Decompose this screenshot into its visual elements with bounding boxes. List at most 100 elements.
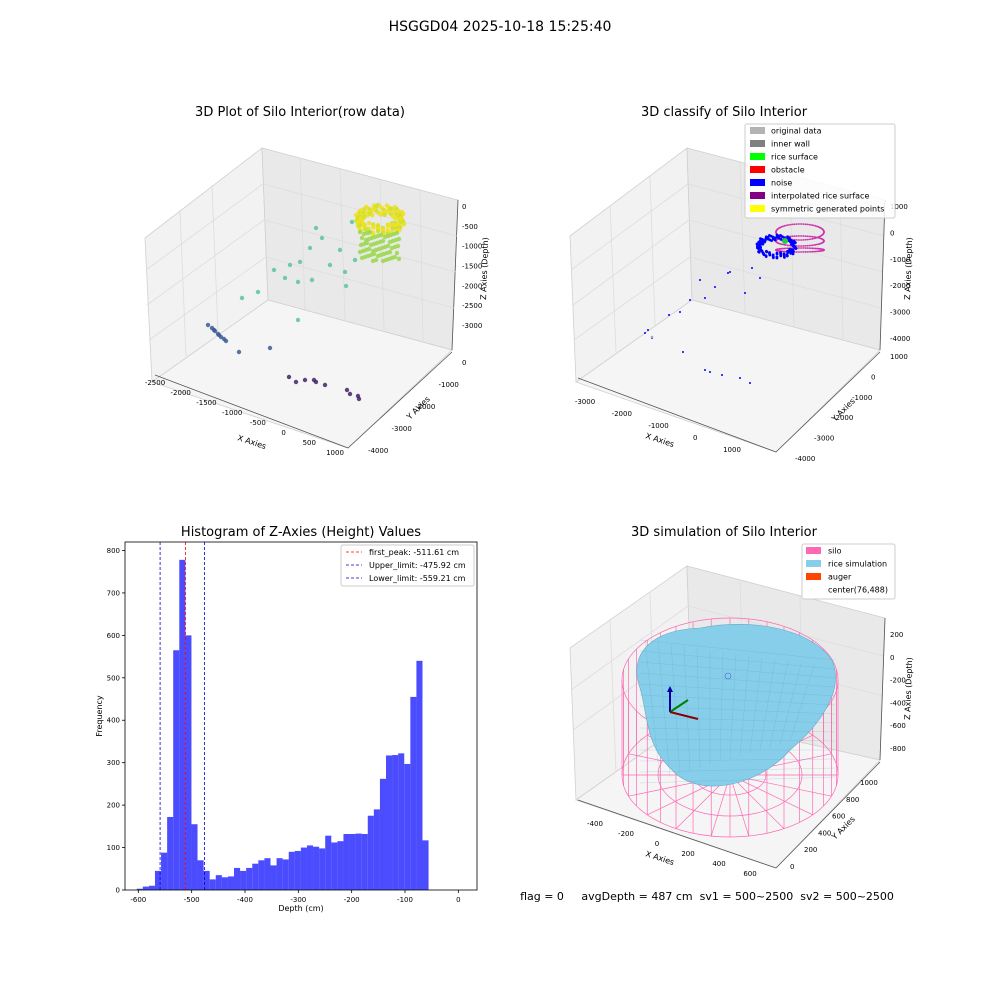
tick-label: -1000 [648, 422, 668, 430]
legend-label: silo [828, 547, 842, 556]
legend-label: Lower_limit: -559.21 cm [369, 574, 466, 583]
purple-point [804, 244, 807, 247]
tick-label: -2000 [890, 282, 910, 290]
noise-point [764, 255, 768, 258]
noise-point [759, 277, 761, 279]
mesh-line [639, 672, 836, 688]
purple-point [809, 238, 812, 241]
noise-point [773, 238, 777, 242]
tick-label: -2000 [833, 414, 853, 422]
tick-label: 0 [281, 429, 285, 437]
x-tick-label: -300 [290, 896, 306, 904]
scatter-point [267, 345, 273, 351]
purple-point [806, 223, 809, 226]
noise-point [714, 286, 716, 288]
purple-point [804, 235, 807, 238]
scatter-point [282, 275, 288, 281]
purple-point [782, 225, 784, 228]
scatter-point [357, 249, 363, 255]
hist-bar [386, 755, 393, 890]
legend-swatch [750, 192, 765, 199]
noise-point [704, 297, 706, 299]
tick-label: 0 [693, 434, 697, 442]
purple-point [811, 237, 814, 240]
mesh-line [739, 655, 750, 757]
mesh-line [683, 645, 691, 772]
hist-bar [161, 852, 168, 890]
legend-label: interpolated rice surface [771, 192, 869, 201]
hist-legend: first_peak: -511.61 cm Upper_limit: -475.… [340, 544, 475, 587]
noise-point [682, 351, 684, 353]
scatter-point [375, 253, 381, 259]
scatter-point [255, 289, 261, 295]
purple-point [788, 223, 791, 226]
x-tick-label: -600 [130, 896, 146, 904]
hist-ylabel: Frequency [95, 695, 104, 737]
hist-bar [361, 833, 368, 890]
tick-label: -3000 [814, 435, 834, 443]
purple-point [799, 245, 801, 247]
purple-point [799, 247, 801, 249]
x-tick-label: -400 [237, 896, 253, 904]
tick-label: -4000 [795, 455, 815, 463]
tick-label: 600 [832, 813, 845, 821]
tick-label: -1000 [462, 243, 482, 251]
purple-point [813, 224, 816, 227]
purple-point [811, 244, 814, 247]
scatter-point [271, 267, 277, 273]
scatter-point [216, 332, 222, 338]
scatter-point [363, 237, 369, 243]
noise-point [785, 254, 789, 258]
purple-point [797, 235, 800, 237]
mesh-line [696, 647, 701, 769]
scatter-point [211, 327, 217, 333]
noise-point [744, 292, 746, 294]
scatter-point [358, 242, 364, 248]
scatter-point [396, 256, 402, 262]
panel-simulation-3d: 3D simulation of Silo Interior [569, 525, 914, 878]
y-tick-label: 600 [107, 632, 120, 640]
noise-point [727, 272, 729, 274]
purple-point [811, 247, 814, 250]
scatter-point [327, 262, 333, 268]
purple-point [800, 235, 803, 237]
tick-label: 400 [818, 829, 831, 837]
noise-point [679, 311, 681, 313]
y-tick-label: 100 [107, 844, 120, 852]
purple-point [808, 247, 811, 250]
tick-label: 200 [890, 631, 903, 639]
purple-point [783, 225, 786, 227]
tick-label: -3000 [575, 398, 595, 406]
panel2-zticks: -4000 -3000 -2000 -1000 0 1000 [890, 203, 910, 343]
panel3-title: Histogram of Z-Axies (Height) Values [181, 525, 421, 540]
purple-point [814, 225, 817, 227]
panel-histogram: Histogram of Z-Axies (Height) Values -60… [95, 525, 478, 913]
hist-bar [373, 809, 380, 890]
panel1-zticks: -3000 -2500 -2000 -1500 -1000 -500 0 [462, 203, 482, 330]
noise-point [775, 252, 779, 256]
panel2-zlabel: Z Axies (Depth) [903, 237, 914, 300]
legend-swatch [806, 573, 821, 580]
noise-point [757, 245, 761, 249]
legend-label: symmetric generated points [771, 205, 884, 214]
hist-bar [154, 870, 162, 890]
scatter-point [375, 229, 381, 234]
scatter-point [357, 222, 363, 228]
tick-label: 0 [890, 654, 894, 662]
panel-raw-3d: 3D Plot of Silo Interior(row data) -2500… [144, 105, 490, 457]
panel4-title: 3D simulation of Silo Interior [631, 525, 818, 540]
purple-point [784, 224, 787, 227]
mesh-line [639, 683, 836, 697]
legend-swatch [750, 179, 765, 186]
purple-point [782, 247, 784, 250]
purple-point [814, 247, 817, 250]
panel1-title: 3D Plot of Silo Interior(row data) [195, 105, 405, 120]
tick-label: -400 [587, 820, 603, 828]
noise-point [689, 299, 691, 301]
hist-bar [209, 879, 216, 890]
scatter-point [349, 219, 355, 225]
mesh-line [657, 641, 671, 778]
noise-point [721, 374, 723, 376]
purple-point [799, 251, 801, 253]
